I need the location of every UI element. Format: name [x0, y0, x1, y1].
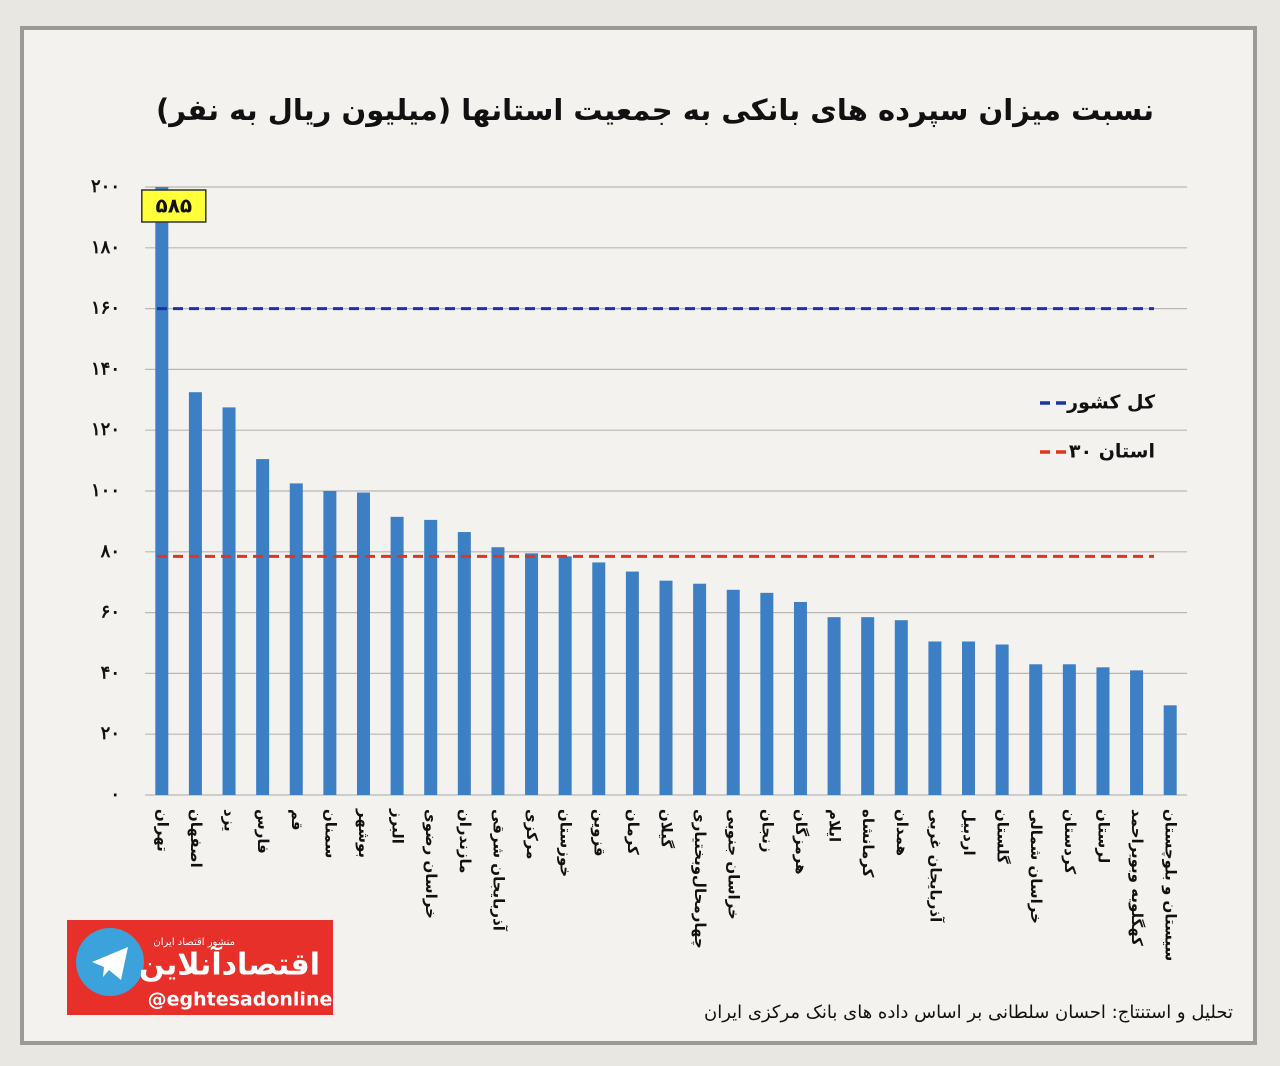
- bar: [592, 562, 606, 795]
- x-tick-label: لرستان: [1094, 809, 1112, 863]
- logo-tagline: منشور اقتصاد ایران: [153, 937, 235, 948]
- source: تحلیل و استنتاج: احسان سلطانی بر اساس دا…: [704, 1002, 1233, 1023]
- x-tick-label: کهگلویه وبویراحمد: [1128, 809, 1146, 946]
- bar: [1096, 667, 1110, 795]
- x-tick-label: ایلام: [826, 809, 844, 842]
- x-tick-label: خراسان رضوی: [422, 809, 440, 919]
- bar: [390, 516, 404, 795]
- x-tick-label: خراسان شمالی: [1027, 809, 1045, 924]
- y-tick-label: ۰: [110, 784, 120, 805]
- x-tick-label: کرمان: [624, 809, 642, 855]
- x-tick-label: زنجان: [758, 809, 776, 853]
- x-tick-label: آذربایجان غربی: [926, 809, 944, 923]
- legend-label: ۳۰ استان: [1069, 441, 1155, 463]
- y-tick-label: ۲۰۰: [91, 176, 120, 197]
- x-tick-label: خراسان جنوبی: [725, 809, 743, 920]
- bar: [827, 617, 841, 795]
- x-tick-label: گیلان: [658, 809, 676, 848]
- bar: [491, 547, 505, 795]
- logo: اقتصادآنلاین منشور اقتصاد ایران @eghtesa…: [67, 920, 333, 1015]
- bar: [525, 553, 539, 795]
- x-tick-label: اردبیل: [960, 809, 978, 856]
- bar: [289, 483, 303, 795]
- x-tick-label: همدان: [893, 809, 911, 856]
- bars: [155, 187, 1177, 795]
- bar: [928, 641, 942, 795]
- bar: [356, 492, 370, 795]
- bar: [457, 532, 471, 795]
- x-tick-label: فارس: [254, 809, 272, 854]
- x-tick-label: خوزستان: [557, 809, 575, 877]
- bar: [1163, 705, 1177, 795]
- logo-handle: @eghtesadonline: [148, 989, 333, 1011]
- y-tick-label: ۴۰: [101, 662, 120, 683]
- y-tick-label: ۲۰: [101, 723, 120, 744]
- x-tick-label: کرمانشاه: [859, 809, 877, 878]
- bar: [424, 519, 438, 795]
- bar: [558, 556, 572, 795]
- x-tick-label: بوشهر: [355, 808, 373, 858]
- bar: [1062, 664, 1076, 795]
- y-tick-label: ۸۰: [100, 541, 120, 562]
- y-tick-label: ۱۶۰: [91, 298, 120, 319]
- bar: [793, 601, 807, 795]
- x-tick-label: مرکزی: [523, 809, 541, 859]
- y-tick-label: ۶۰: [101, 602, 120, 623]
- logo-name: اقتصادآنلاین: [139, 946, 320, 983]
- bar: [693, 583, 707, 795]
- x-tick-label: البرز: [389, 808, 407, 844]
- value-label-box: [141, 189, 207, 223]
- bar: [256, 459, 270, 795]
- x-tick-label: کردستان: [1061, 809, 1079, 874]
- y-tick-label: ۱۸۰: [91, 237, 120, 258]
- bar: [222, 407, 236, 795]
- y-tick-label: ۱۲۰: [91, 419, 120, 440]
- x-tick-label: سیستان و بلوچستان: [1161, 809, 1180, 961]
- x-tick-label: قم: [288, 809, 306, 831]
- x-tick-label: چهارمحال‌وبختیاری: [690, 809, 709, 949]
- bar: [1029, 664, 1043, 795]
- chart-title: نسبت میزان سپرده های بانکی به جمعیت استا…: [156, 93, 1154, 128]
- bar: [1130, 670, 1144, 795]
- x-tick-label: آذربایجان شرقی: [489, 809, 507, 932]
- bar: [323, 491, 337, 795]
- bar: [995, 644, 1009, 795]
- bar: [155, 187, 169, 795]
- value-label: ۵۸۵: [155, 194, 192, 218]
- bar: [962, 641, 976, 795]
- legend-label: کل کشور: [1066, 392, 1156, 414]
- bar: [894, 620, 908, 795]
- x-tick-label: قزوین: [590, 809, 608, 857]
- bar: [861, 617, 875, 795]
- frame: [20, 26, 1257, 1045]
- telegram-plane: [92, 947, 128, 980]
- y-tick-label: ۱۴۰: [91, 358, 120, 379]
- x-tick-label: گلستان: [994, 809, 1012, 864]
- y-tick-label: ۱۰۰: [91, 480, 120, 501]
- bar: [659, 580, 673, 795]
- x-tick-label: هرمزگان: [792, 809, 810, 875]
- bar: [726, 589, 740, 795]
- x-tick-label: مازندران: [456, 809, 474, 873]
- bar: [188, 392, 202, 795]
- bar: [625, 571, 639, 795]
- bar: [760, 592, 774, 795]
- x-tick-label: اصفهان: [187, 809, 205, 868]
- x-tick-label: سمنان: [321, 809, 339, 858]
- x-tick-label: یزد: [221, 809, 239, 832]
- x-tick-label: تهران: [153, 809, 171, 852]
